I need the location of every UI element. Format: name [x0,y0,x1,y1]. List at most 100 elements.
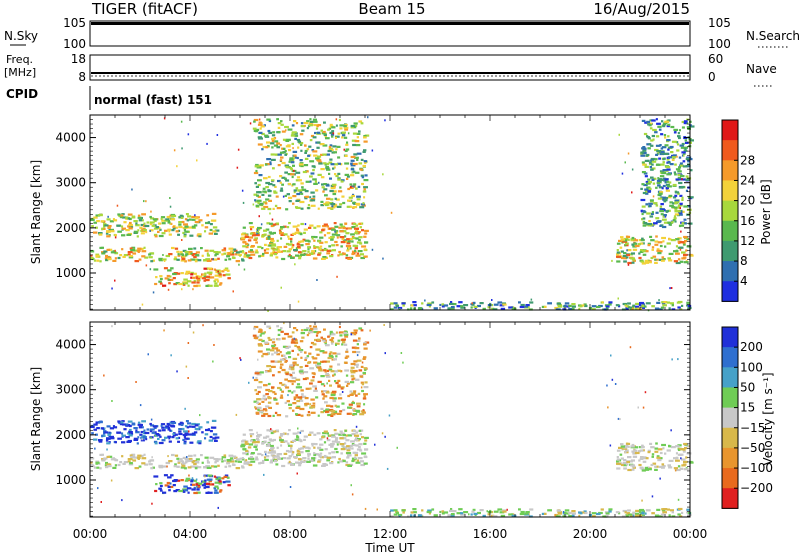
range-gate-cell [290,341,296,344]
range-gate-cell [311,237,314,240]
range-gate-cell [427,302,432,305]
range-gate-cell [347,240,351,243]
range-gate-cell [291,246,294,249]
range-gate-cell [329,462,334,465]
range-gate-cell [292,439,297,442]
range-gate-cell [181,254,185,257]
range-gate-cell [659,308,663,311]
range-gate-cell [659,244,663,248]
range-gate-cell [117,256,121,260]
range-gate-cell [158,465,162,468]
range-gate-cell [351,171,354,174]
range-gate-cell [192,460,198,463]
range-gate-cell [679,203,683,206]
colorbar-swatch [722,387,738,409]
range-gate-cell [638,252,641,255]
range-gate-cell [207,491,213,494]
range-gate-cell [127,217,131,220]
range-gate-cell [662,304,667,307]
range-gate-cell [499,304,505,307]
range-gate-cell [159,489,163,492]
range-gate-cell [155,433,159,436]
range-gate-cell [355,224,359,227]
range-gate-cell [268,131,273,134]
range-gate-cell [219,489,223,492]
range-gate-cell [620,463,624,467]
range-gate-cell [203,279,207,282]
range-gate-cell [640,239,645,242]
range-gate-cell [101,435,104,438]
range-gate-cell [141,462,146,465]
range-gate-cell [323,234,327,237]
range-gate-cell [300,207,304,210]
range-gate-cell [288,455,293,458]
range-gate-cell [337,461,340,464]
range-gate-cell [651,495,654,498]
range-gate-cell [355,394,358,397]
range-gate-cell [205,428,210,432]
range-gate-cell [642,406,645,409]
range-gate-cell [304,358,307,361]
range-gate-cell [673,467,678,470]
range-gate-cell [307,246,311,249]
range-gate-cell [212,437,217,440]
range-gate-cell [216,251,221,254]
range-gate-cell [279,144,282,147]
range-gate-cell [303,438,306,441]
colorbar-frame [721,119,739,302]
range-gate-cell [292,195,297,198]
range-gate-cell [325,167,330,170]
range-gate-cell [324,203,330,206]
range-gate-cell [351,240,354,243]
range-gate-cell [121,499,123,502]
range-gate-cell [620,443,624,446]
range-gate-cell [291,131,297,134]
range-gate-cell [313,245,316,248]
range-gate-cell [381,432,384,435]
range-gate-cell [623,444,629,448]
range-gate-cell [661,256,665,259]
range-gate-cell [635,305,640,308]
range-gate-cell [154,434,157,437]
range-gate-cell [190,276,193,279]
range-gate-cell [272,184,276,187]
range-gate-cell [292,244,295,247]
range-gate-cell [299,407,305,411]
range-gate-cell [309,431,314,434]
range-gate-cell [331,451,336,454]
range-gate-cell [239,254,241,257]
freq-frame [89,54,691,81]
range-gate-cell [363,160,368,163]
range-gate-cell [258,381,263,384]
range-gate-cell [632,511,636,514]
range-gate-cell [316,353,320,356]
range-gate-cell [193,255,197,259]
range-gate-cell [450,513,455,516]
colorbar-tick-label: 20 [740,194,755,208]
range-gate-cell [350,331,356,335]
range-gate-cell [276,414,282,417]
range-gate-cell [647,242,651,245]
range-gate-cell [275,256,279,259]
range-gate-cell [657,459,662,462]
range-gate-cell [270,153,275,156]
range-gate-cell [571,303,576,306]
range-gate-cell [320,200,324,203]
range-gate-cell [241,465,244,468]
range-gate-cell [668,459,674,462]
range-gate-cell [280,233,286,236]
range-gate-cell [651,167,656,170]
range-gate-cell [326,439,331,442]
range-gate-cell [112,425,115,428]
range-gate-cell [134,467,140,470]
range-gate-cell [681,151,686,154]
range-gate-cell [388,414,391,417]
range-gate-cell [529,508,534,511]
range-gate-cell [93,221,97,224]
range-gate-cell [291,349,294,352]
range-gate-cell [350,185,352,188]
range-gate-cell [357,250,363,253]
range-gate-cell [167,288,170,291]
range-gate-cell [334,135,340,138]
range-gate-cell [625,307,629,310]
